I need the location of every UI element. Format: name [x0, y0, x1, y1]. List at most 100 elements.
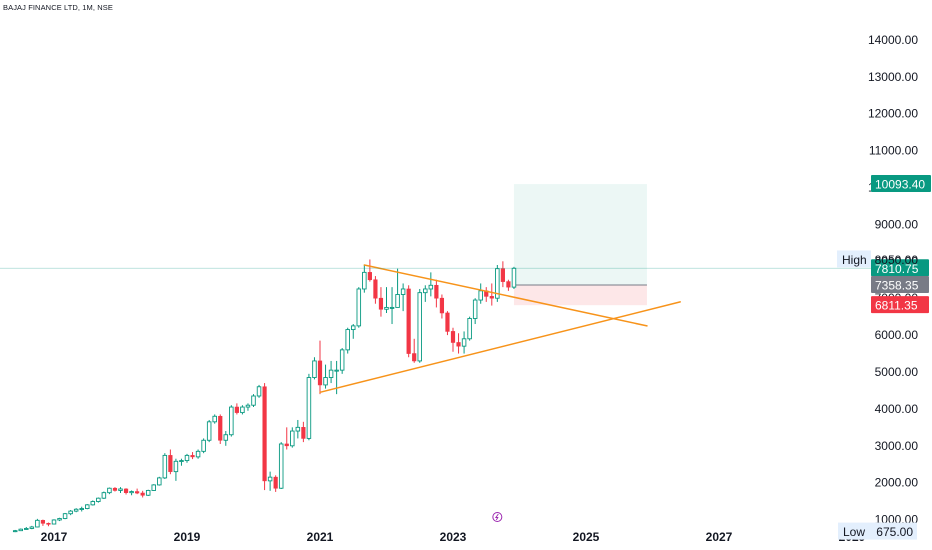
candle-body [123, 488, 129, 493]
candle-body [195, 450, 201, 458]
y-tick-label: 11000.00 [869, 144, 918, 158]
candle-body [378, 297, 384, 310]
candle-body [190, 455, 195, 458]
candle-body [450, 331, 456, 343]
candle-body [135, 491, 140, 494]
candle-body [284, 443, 289, 447]
candle-body [73, 508, 79, 512]
target-price-tag-bg [871, 175, 931, 193]
x-axis[interactable]: 2017201920212023202520272029 [41, 530, 866, 544]
target-price-tag: 10093.40 [875, 178, 925, 192]
candle-body [112, 487, 118, 491]
position-zones [513, 184, 647, 306]
target-zone [513, 184, 647, 285]
candle-body [373, 279, 378, 299]
candles [12, 259, 517, 533]
candle-body [456, 342, 461, 347]
y-tick-label: 13000.00 [868, 70, 918, 84]
candle-body [495, 268, 500, 299]
candle-body [101, 492, 107, 499]
candle-body [62, 513, 68, 519]
candle-body [129, 491, 134, 494]
high-label-bg [837, 250, 871, 268]
candle-body [478, 290, 483, 301]
candle-body [406, 288, 411, 354]
candle-body [168, 455, 173, 472]
candle-body [201, 439, 206, 452]
price-tags: 10093.40 7810.75 7358.35 6811.35 High 8050.00… [837, 175, 931, 540]
low-label-bg [838, 522, 917, 540]
candle-body [290, 430, 295, 447]
candle-body [256, 386, 262, 397]
candle-body [334, 369, 339, 372]
trendlines [319, 264, 681, 394]
candle-body [356, 288, 362, 327]
current-price-tag-bg [871, 259, 929, 277]
candle-body [312, 360, 317, 378]
candle-body [506, 281, 511, 288]
high-label: High [842, 253, 867, 267]
stop-price-tag-bg [871, 296, 929, 314]
candle-body [90, 501, 96, 506]
candle-body [118, 488, 123, 491]
candle-body [84, 504, 90, 509]
candle-body [96, 497, 101, 502]
x-tick-label: 2019 [174, 530, 201, 544]
candle-body [262, 386, 267, 482]
candle-body [218, 415, 223, 441]
candle-body [412, 353, 417, 362]
candle-body [434, 284, 439, 299]
candle-body [339, 349, 345, 371]
candle-body [107, 487, 112, 494]
candle-body [229, 406, 234, 436]
candle-body [173, 460, 179, 473]
candle-body [328, 369, 334, 378]
candle-body [295, 426, 301, 432]
candle-body [445, 312, 450, 332]
candle-body [345, 329, 350, 351]
event-marker[interactable] [492, 512, 503, 522]
high-value: 8050.00 [875, 253, 919, 267]
candle-body [461, 338, 467, 347]
candle-body [317, 360, 323, 386]
candle-body [245, 404, 251, 408]
candle-body [79, 508, 84, 510]
trendline-upper [363, 264, 648, 327]
candle-body [12, 530, 18, 533]
y-tick-label: 2000.00 [875, 476, 919, 490]
candle-body [472, 299, 478, 319]
candle-body [306, 377, 312, 439]
candle-body [40, 520, 46, 524]
x-tick-label: 2023 [440, 530, 467, 544]
candle-body [46, 522, 51, 525]
current-price-tag: 7810.75 [875, 262, 919, 276]
candle-body [439, 297, 445, 314]
y-tick-label: 5000.00 [875, 365, 919, 379]
y-tick-label: 3000.00 [875, 439, 919, 453]
trendline-lower [319, 301, 681, 394]
candle-body [500, 268, 505, 282]
y-tick-label: 14000.00 [868, 33, 918, 47]
candle-body [384, 306, 389, 310]
candle-body [389, 306, 395, 309]
x-tick-label: 2027 [706, 530, 733, 544]
low-label: Low [843, 525, 865, 539]
candle-body [423, 288, 428, 294]
stop-price-tag: 6811.35 [875, 299, 918, 313]
candle-body [212, 415, 217, 423]
candle-body [428, 284, 434, 290]
y-tick-label: 4000.00 [875, 402, 919, 416]
candle-body [400, 288, 406, 295]
candle-body [395, 294, 400, 308]
candle-body [57, 518, 62, 521]
entry-price-tag: 7358.35 [875, 278, 919, 292]
y-axis[interactable]: 1000.002000.003000.004000.005000.006000.… [868, 33, 918, 527]
candle-body [145, 489, 151, 496]
candle-body [278, 443, 284, 489]
candle-body [489, 296, 494, 299]
y-tick-label: 12000.00 [868, 107, 918, 121]
candle-body [68, 510, 73, 515]
x-tick-label: 2021 [307, 530, 334, 544]
